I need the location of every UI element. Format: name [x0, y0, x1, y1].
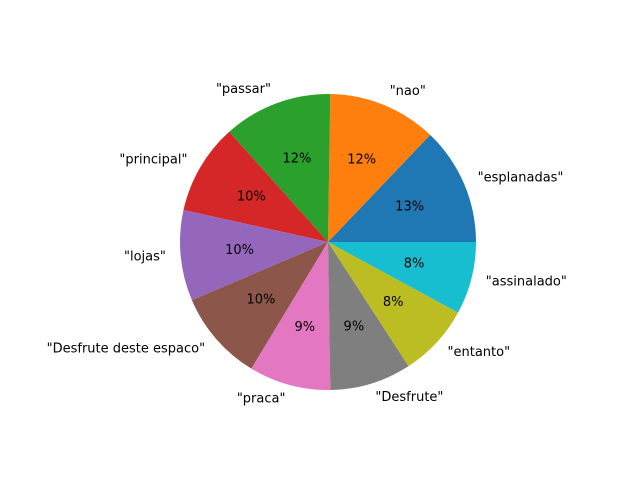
pie-category-label-7: "Desfrute" [375, 390, 443, 405]
pie-category-label-2: "passar" [216, 82, 271, 97]
pie-percent-label-4: 10% [225, 243, 254, 258]
pie-percent-label-5: 10% [247, 293, 276, 308]
pie-percent-label-2: 12% [282, 151, 311, 166]
pie-slice-7 [328, 242, 409, 390]
pie-slice-6 [251, 242, 331, 390]
pie-category-label-1: "nao" [390, 84, 426, 99]
pie-category-label-0: "esplanadas" [478, 170, 564, 185]
pie-category-label-5: "Desfrute deste espaco" [47, 341, 205, 356]
pie-slice-8 [328, 242, 459, 367]
pie-slice-1 [328, 94, 431, 242]
pie-slice-9 [328, 242, 476, 313]
pie-category-label-6: "praca" [237, 392, 286, 407]
pie-percent-label-3: 10% [237, 190, 266, 205]
pie-percent-label-6: 9% [294, 320, 315, 335]
pie-slice-3 [183, 131, 328, 242]
pie-category-label-9: "assinalado" [486, 275, 567, 290]
pie-category-label-4: "lojas" [124, 250, 166, 265]
pie-slice-0 [328, 134, 476, 242]
pie-slices [180, 94, 476, 390]
pie-category-label-3: "principal" [119, 152, 187, 167]
pie-category-label-8: "entanto" [448, 345, 511, 360]
pie-labels: 13% "esplanadas" 12% "nao" 12% "passar" 10% "pr… [47, 82, 567, 407]
pie-slice-5 [191, 242, 328, 369]
pie-percent-label-8: 8% [383, 295, 404, 310]
pie-percent-label-0: 13% [395, 200, 424, 215]
pie-percent-label-1: 12% [347, 152, 376, 167]
pie-slice-4 [180, 210, 328, 301]
pie-slice-2 [229, 94, 331, 243]
pie-percent-label-7: 9% [344, 319, 365, 334]
pie-percent-label-9: 8% [404, 256, 425, 271]
